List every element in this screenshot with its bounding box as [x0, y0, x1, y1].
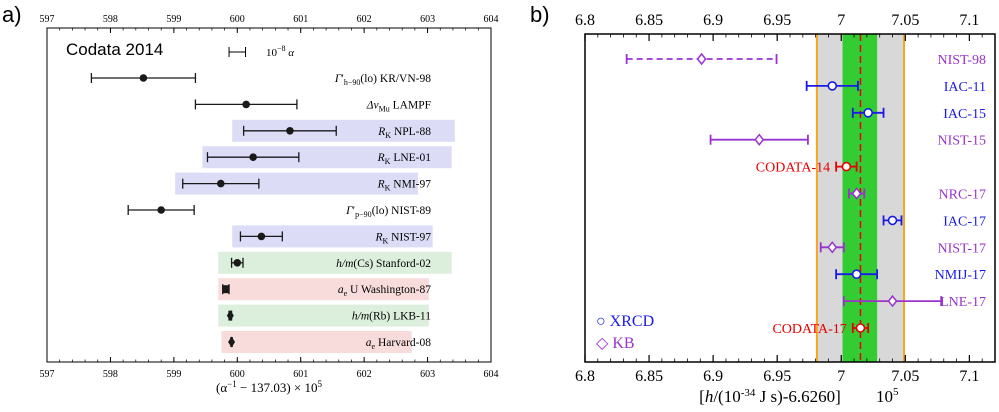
- chart-panel-a: a) 597 597 598 598 599 599 600 600 601 601 602 602 60…: [2, 2, 499, 395]
- panel-label-b: b): [530, 2, 550, 27]
- x-tick-label-top: 7.05: [891, 12, 919, 29]
- data-point: [855, 323, 866, 333]
- data-point: [139, 74, 148, 82]
- x-tick-label-bottom: 6.8: [575, 368, 595, 385]
- panel-label-a: a): [2, 2, 22, 27]
- x-tick-label-top: 604: [484, 14, 499, 25]
- row-label: ae​ U Washington-87: [338, 284, 431, 298]
- band-blue: [232, 225, 433, 248]
- band-red: [218, 278, 429, 301]
- data-point: [286, 127, 294, 135]
- chart-title-a: Codata 2014: [66, 40, 163, 59]
- x-tick-label-bottom: 7.05: [891, 368, 919, 385]
- x-tick-label-bottom: 597: [40, 369, 55, 380]
- point-label: NIST-98: [938, 53, 987, 68]
- chart-panel-b: b) 6.8 6.8 6.85 6.85 6.9 6.9 6.95 6.95 7 7 7.05 7.05…: [530, 2, 996, 406]
- row-label: RK​ NIST-97: [374, 231, 431, 245]
- legend-entry: ○ XRCD: [596, 313, 654, 330]
- data-point: [863, 108, 873, 118]
- x-tick-label-bottom: 602: [357, 369, 372, 380]
- data-point: [157, 206, 165, 214]
- x-axis-label-b-scale: 105: [876, 386, 899, 406]
- band-red: [221, 331, 412, 353]
- point-label: IAC-15: [943, 107, 986, 122]
- row-label: ae​ Harvard-08: [366, 337, 431, 351]
- x-tick-label-top: 6.95: [763, 12, 791, 29]
- band-green: [218, 251, 452, 274]
- point-label: NRC-17: [939, 188, 986, 203]
- x-tick-label-top: 6.9: [703, 12, 723, 29]
- point-label: CODATA-14: [756, 161, 830, 176]
- data-point: [887, 215, 898, 226]
- x-tick-label-top: 6.8: [575, 12, 595, 29]
- x-tick-label-bottom: 6.85: [635, 368, 663, 385]
- data-point: [249, 153, 257, 161]
- band-green: [218, 304, 429, 327]
- x-tick-label-top: 598: [103, 14, 118, 25]
- data-point: [841, 161, 852, 172]
- x-tick-label-bottom: 600: [230, 369, 245, 380]
- data-point: [216, 179, 225, 188]
- row-label: h/m(Rb) LKB-11: [352, 311, 431, 323]
- x-axis-label-b: [h/(10-34 J s)-6.6260]: [699, 387, 841, 406]
- row-label: h/m(Cs) Stanford-02: [336, 258, 431, 270]
- data-point: [696, 52, 707, 66]
- x-tick-label-bottom: 6.95: [763, 368, 791, 385]
- point-label: NMIJ-17: [935, 268, 986, 283]
- x-tick-label-top: 7.1: [959, 12, 979, 29]
- point-label: LNE-17: [940, 295, 986, 310]
- data-point: [228, 336, 236, 348]
- data-point: [887, 294, 898, 308]
- row-label: Γ′p−90​(lo) NIST-89: [345, 205, 431, 219]
- data-point: [242, 100, 250, 109]
- data-point: [851, 187, 862, 200]
- data-point: [233, 259, 242, 267]
- legend-entry: ◇ KB: [596, 335, 635, 352]
- data-point: [827, 241, 838, 254]
- x-axis-label-a: (α−1 − 137.03) × 105: [216, 379, 322, 395]
- row-label: Γ′h−90​(lo) KR/VN-98: [334, 73, 431, 87]
- x-tick-label-top: 600: [230, 14, 245, 25]
- scale-bar-label: 10−8 α: [266, 44, 294, 59]
- data-point: [226, 310, 234, 322]
- row-label: ΔνMu​ LAMPF: [366, 99, 431, 113]
- point-label: NIST-15: [938, 134, 987, 149]
- data-point: [754, 133, 765, 146]
- x-tick-label-bottom: 604: [484, 369, 499, 380]
- data-point: [851, 269, 862, 280]
- row-label: RK​ NPL-88: [377, 126, 431, 140]
- data-point: [222, 285, 230, 294]
- data-point: [827, 81, 838, 91]
- x-tick-label-bottom: 603: [420, 369, 435, 380]
- band-blue: [175, 172, 419, 195]
- x-tick-label-top: 6.85: [635, 12, 663, 29]
- x-tick-label-bottom: 6.9: [703, 368, 723, 385]
- x-tick-label-bottom: 601: [293, 369, 308, 380]
- row-label: RK​ NMI-97: [377, 179, 432, 193]
- point-label: NIST-17: [938, 241, 987, 256]
- x-tick-label-bottom: 599: [166, 369, 181, 380]
- x-tick-label-bottom: 598: [103, 369, 118, 380]
- x-tick-label-top: 7: [837, 12, 845, 29]
- data-point: [257, 232, 266, 241]
- point-label: CODATA-17: [772, 322, 846, 337]
- x-tick-label-top: 599: [166, 14, 181, 25]
- x-tick-label-bottom: 7: [837, 368, 845, 385]
- band-blue: [232, 119, 455, 142]
- point-label: IAC-11: [944, 80, 986, 95]
- x-tick-label-top: 597: [40, 14, 55, 25]
- x-tick-label-bottom: 7.1: [959, 368, 979, 385]
- band-blue: [202, 146, 452, 169]
- x-tick-label-top: 603: [420, 14, 435, 25]
- x-tick-label-top: 601: [293, 14, 308, 25]
- point-label: IAC-17: [943, 214, 986, 229]
- row-label: RK​ LNE-01: [377, 152, 432, 166]
- x-tick-label-top: 602: [357, 14, 372, 25]
